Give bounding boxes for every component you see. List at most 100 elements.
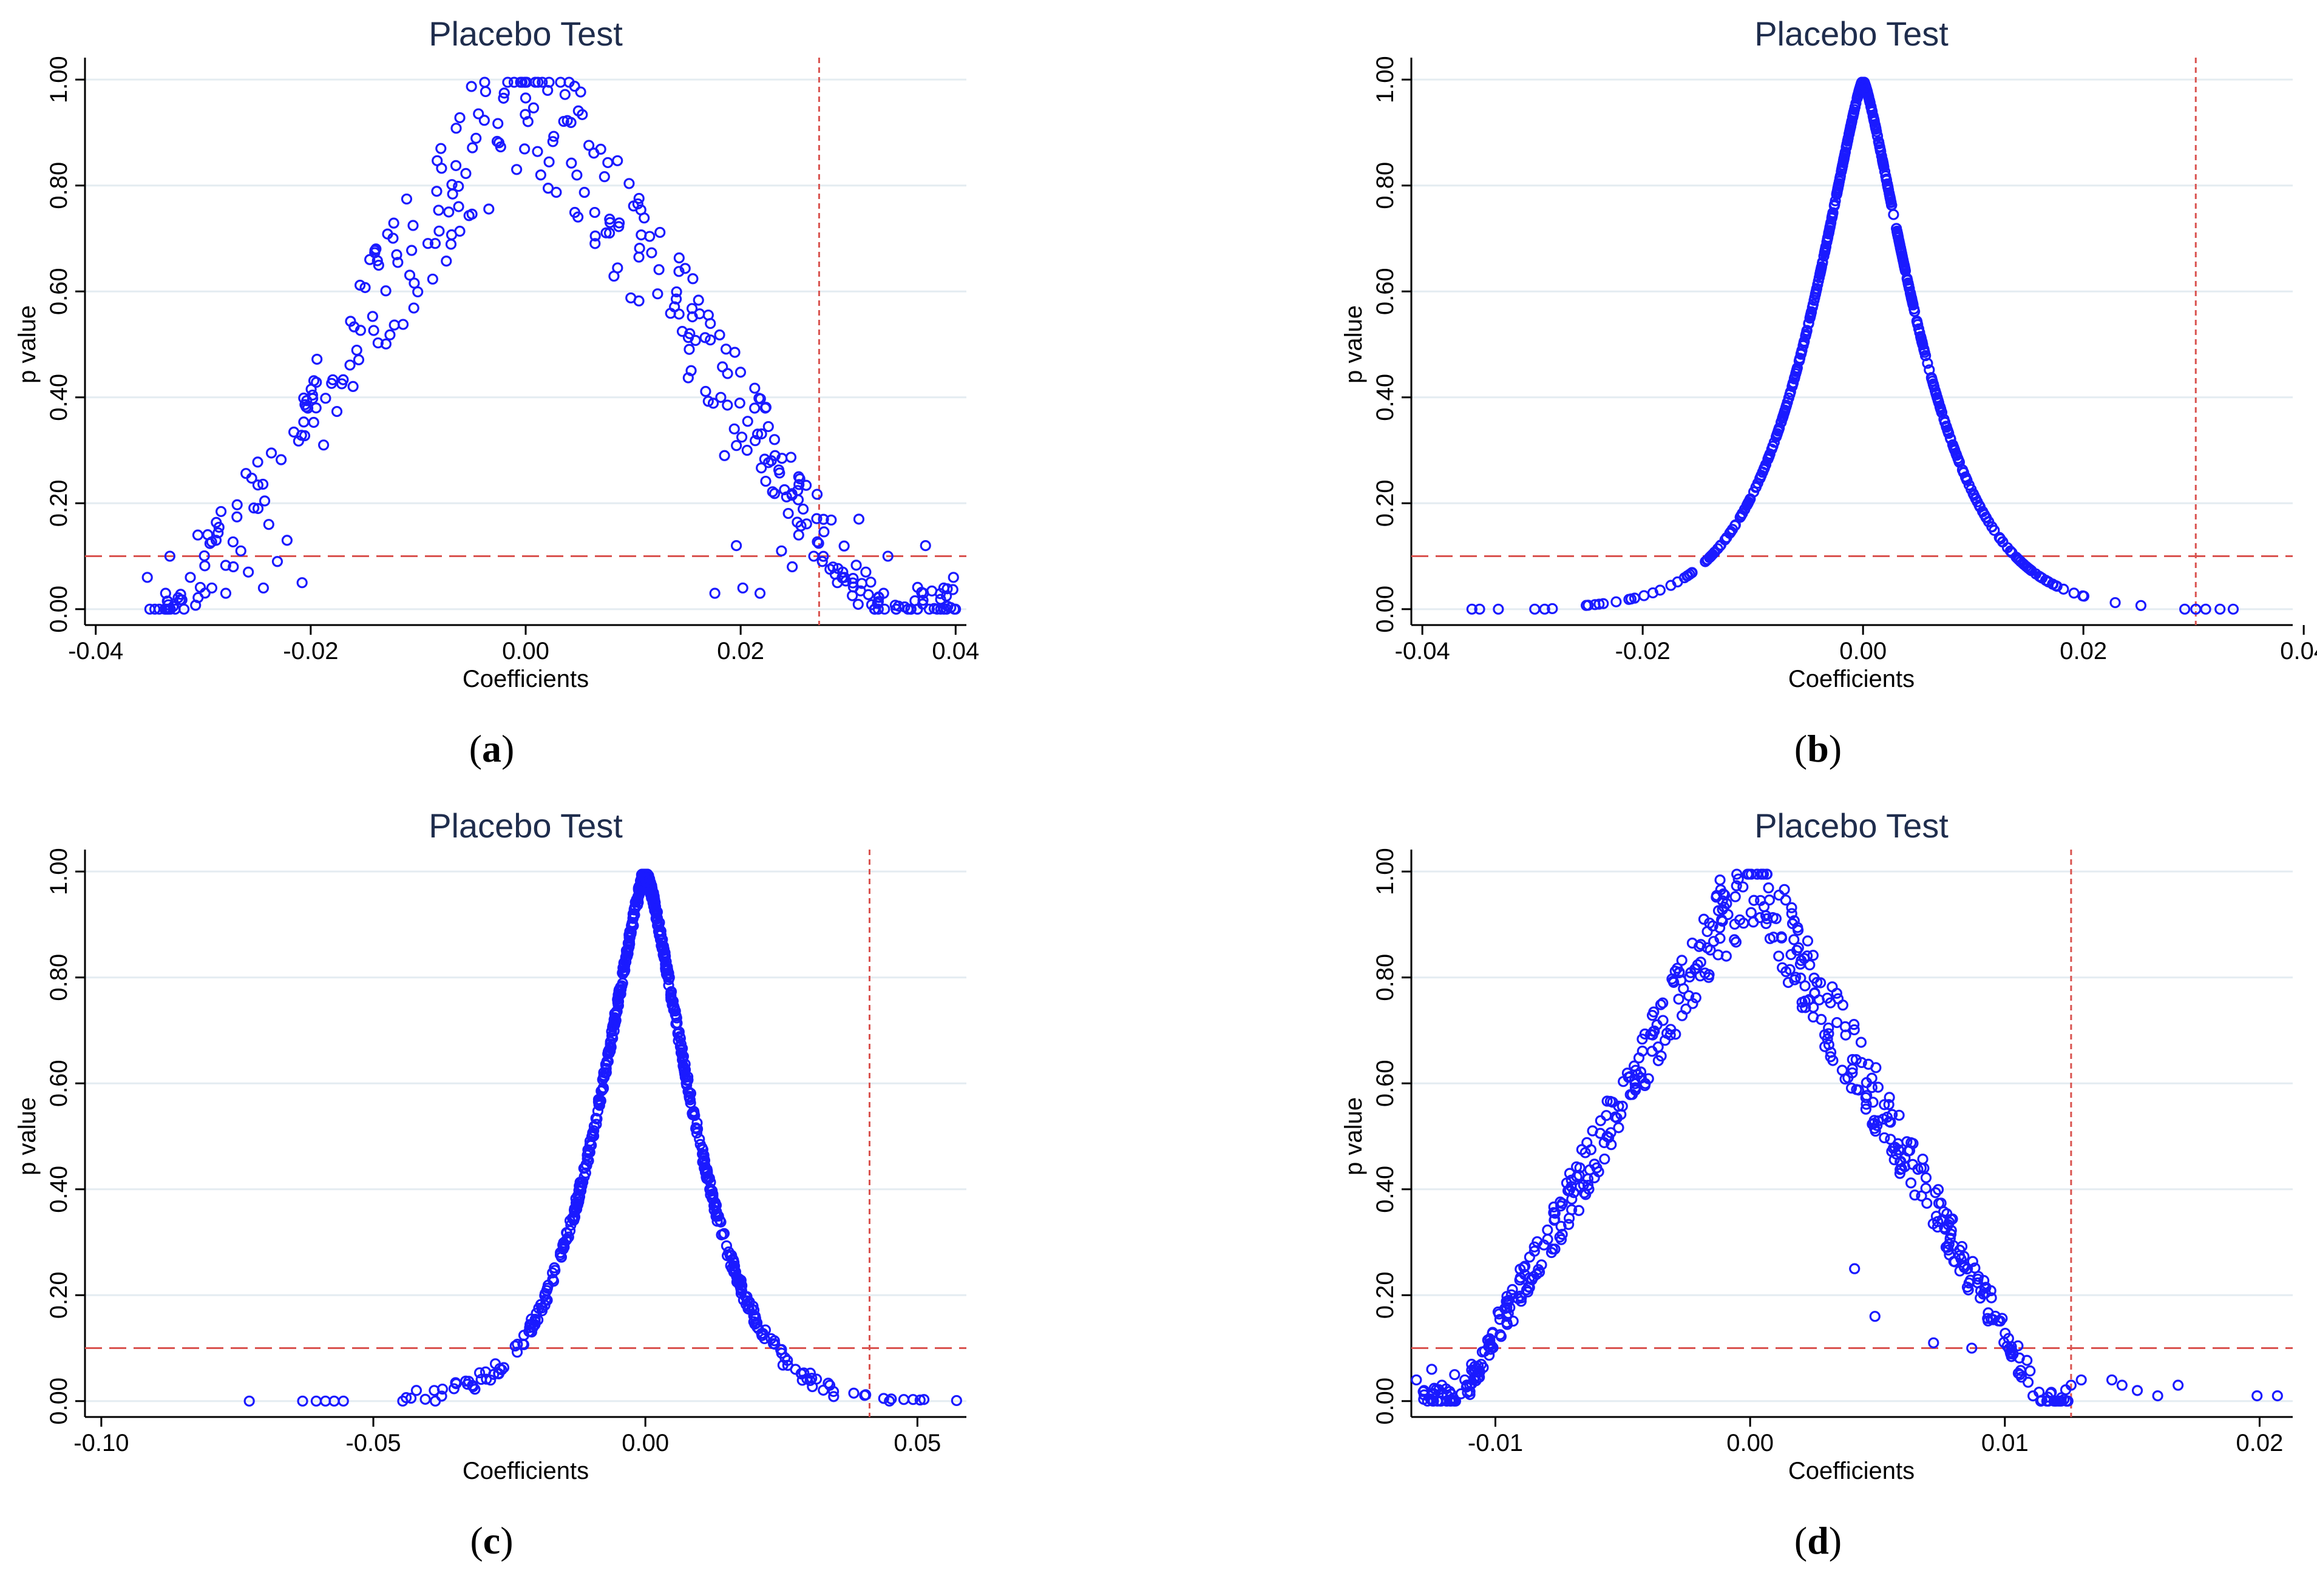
data-point — [353, 354, 365, 365]
data-point — [709, 587, 721, 599]
data-point — [605, 1043, 616, 1054]
data-point — [542, 1279, 554, 1291]
data-point — [1879, 1099, 1890, 1111]
chart-title: Placebo Test — [429, 806, 623, 845]
data-point — [588, 1125, 600, 1137]
data-point — [636, 229, 647, 241]
y-tick-label: 1.00 — [46, 848, 72, 895]
data-point — [1756, 470, 1767, 481]
data-point — [610, 1009, 622, 1021]
data-point — [493, 1368, 504, 1380]
data-point — [450, 1377, 461, 1388]
data-point — [1767, 912, 1779, 924]
data-point — [419, 1393, 431, 1405]
data-point — [243, 566, 254, 578]
y-axis-label: p value — [1340, 305, 1367, 384]
y-tick-label: 0.20 — [1372, 479, 1399, 527]
data-point — [1789, 974, 1800, 986]
data-point — [801, 518, 812, 530]
data-point — [734, 397, 745, 409]
data-point — [673, 266, 685, 277]
data-point — [603, 1044, 615, 1056]
data-point — [220, 560, 231, 571]
data-point — [265, 447, 277, 459]
data-point — [492, 118, 504, 129]
data-point — [583, 140, 595, 151]
data-point — [1776, 416, 1787, 428]
data-point — [1883, 1099, 1895, 1111]
x-axis-label: Coefficients — [463, 666, 589, 692]
data-point — [308, 416, 319, 428]
data-point — [1958, 467, 1969, 478]
data-point — [782, 507, 794, 519]
data-point — [1860, 1103, 1871, 1115]
data-point — [228, 561, 239, 573]
caption-close-paren: ) — [501, 727, 514, 770]
data-point — [847, 590, 858, 601]
data-point — [1505, 1289, 1518, 1300]
data-point — [1613, 1100, 1624, 1112]
data-point — [276, 454, 287, 465]
data-point — [1760, 910, 1772, 922]
data-point — [483, 203, 495, 215]
data-point — [1652, 1055, 1664, 1066]
data-point — [548, 130, 560, 142]
data-point — [1568, 1187, 1579, 1199]
y-axis-label: p value — [14, 305, 41, 384]
data-point — [1474, 603, 1485, 615]
data-point — [1502, 1308, 1514, 1319]
data-point — [1640, 1078, 1651, 1089]
panel-a: 0.00 0.20 0.40 0.60 0.80 1.00 -0.04 -0.02 0.00 0.… — [14, 15, 979, 770]
data-point — [625, 928, 637, 939]
data-point — [1975, 1292, 1986, 1304]
data-point — [345, 316, 356, 327]
y-tick-label: 0.80 — [1372, 162, 1399, 209]
data-point — [536, 1305, 548, 1317]
data-point — [412, 286, 424, 298]
data-point — [212, 527, 224, 539]
data-point — [828, 1391, 840, 1402]
caption-open-paren: ( — [1794, 1519, 1807, 1562]
data-point — [575, 1182, 587, 1193]
data-point — [1918, 343, 1930, 354]
data-point — [602, 157, 614, 169]
data-point — [1684, 569, 1695, 580]
data-point — [1886, 199, 1898, 211]
data-point — [1804, 959, 1816, 971]
data-point — [618, 958, 630, 969]
data-point — [1855, 1036, 1867, 1048]
data-point — [252, 502, 264, 515]
data-point — [612, 997, 623, 1009]
data-point — [372, 337, 384, 349]
data-point — [2040, 575, 2052, 586]
data-point — [1966, 1342, 1978, 1354]
data-point — [693, 294, 704, 306]
data-point — [792, 485, 804, 496]
data-point — [1589, 1158, 1600, 1170]
data-point — [1768, 932, 1779, 943]
data-point — [699, 332, 711, 343]
data-point — [401, 193, 413, 205]
data-point — [759, 1333, 770, 1345]
data-point — [580, 1167, 591, 1179]
data-point — [1547, 603, 1558, 615]
data-point — [1844, 126, 1856, 137]
data-point — [926, 585, 938, 597]
data-point — [231, 511, 243, 522]
data-point — [613, 221, 625, 232]
data-point — [296, 577, 308, 589]
data-point — [320, 393, 331, 404]
data-point — [373, 260, 384, 271]
data-point — [659, 953, 670, 964]
data-point — [586, 1140, 597, 1151]
data-point — [760, 475, 772, 487]
data-point — [215, 506, 227, 518]
data-point — [691, 1127, 703, 1139]
data-point — [1914, 326, 1925, 339]
data-point — [2055, 1395, 2067, 1407]
y-tick-label: 0.00 — [46, 1378, 72, 1425]
data-point — [384, 329, 396, 340]
data-point — [1761, 868, 1773, 880]
data-point — [1659, 1035, 1671, 1046]
data-point — [1581, 1137, 1593, 1148]
